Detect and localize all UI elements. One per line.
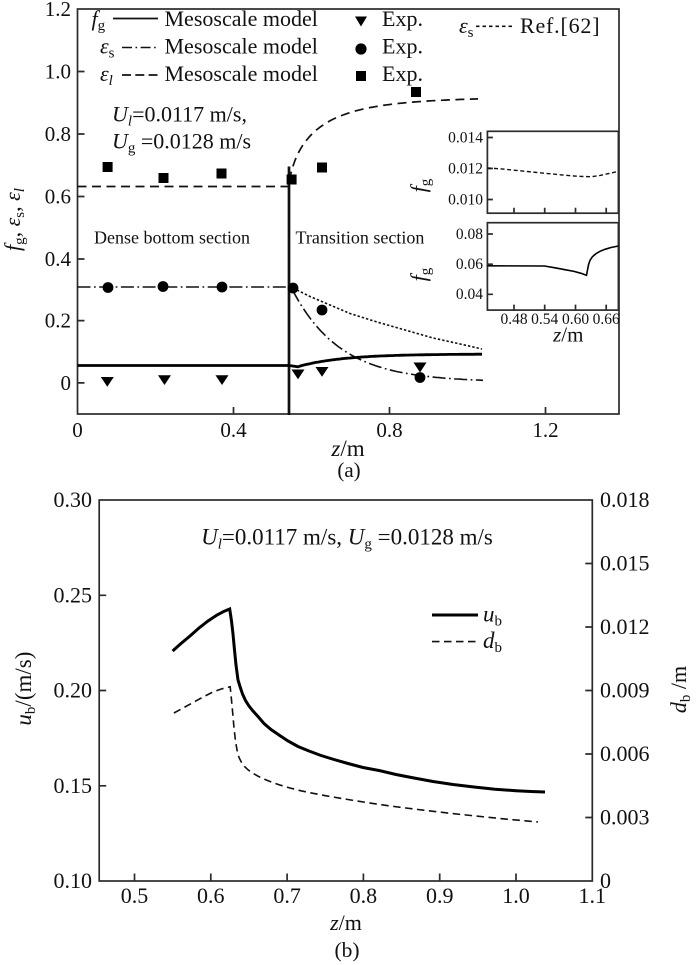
svg-text:1.0: 1.0 bbox=[502, 883, 530, 908]
svg-text:εs: εs bbox=[459, 13, 474, 41]
svg-text:fg: fg bbox=[92, 6, 106, 34]
svg-text:1.0: 1.0 bbox=[45, 60, 71, 84]
svg-text:0.7: 0.7 bbox=[273, 883, 301, 908]
svg-text:0.2: 0.2 bbox=[45, 309, 71, 333]
svg-text:Exp.: Exp. bbox=[382, 34, 423, 59]
svg-text:(a): (a) bbox=[337, 458, 360, 482]
svg-text:Mesoscale model: Mesoscale model bbox=[165, 6, 318, 31]
svg-text:fg: fg bbox=[406, 178, 434, 192]
svg-text:1.2: 1.2 bbox=[45, 0, 71, 21]
svg-text:fg: fg bbox=[406, 267, 434, 281]
svg-text:Mesoscale model: Mesoscale model bbox=[165, 34, 318, 59]
svg-text:0.8: 0.8 bbox=[376, 418, 402, 442]
svg-text:εl: εl bbox=[100, 61, 113, 89]
svg-text:Exp.: Exp. bbox=[382, 6, 423, 31]
svg-text:Transition section: Transition section bbox=[296, 228, 425, 248]
svg-text:0.30: 0.30 bbox=[54, 487, 93, 512]
svg-text:0.15: 0.15 bbox=[54, 773, 93, 798]
svg-text:(b): (b) bbox=[334, 938, 359, 962]
svg-text:0.9: 0.9 bbox=[426, 883, 454, 908]
svg-text:Ref.[62]: Ref.[62] bbox=[520, 13, 600, 38]
svg-text:0.08: 0.08 bbox=[456, 226, 483, 243]
svg-text:0.48: 0.48 bbox=[500, 311, 527, 328]
svg-text:0.6: 0.6 bbox=[197, 883, 225, 908]
svg-text:db: db bbox=[483, 628, 502, 656]
svg-text:0.06: 0.06 bbox=[456, 256, 483, 273]
svg-text:fg, εs, εl: fg, εs, εl bbox=[0, 188, 28, 251]
svg-text:0.4: 0.4 bbox=[220, 418, 247, 442]
svg-text:0.012: 0.012 bbox=[448, 160, 483, 177]
svg-text:ub: ub bbox=[483, 602, 502, 630]
svg-text:ub/(m/s): ub/(m/s) bbox=[11, 652, 39, 726]
svg-text:Dense bottom section: Dense bottom section bbox=[94, 228, 250, 248]
svg-text:0.8: 0.8 bbox=[350, 883, 378, 908]
svg-text:0.54: 0.54 bbox=[531, 311, 558, 328]
svg-text:0.015: 0.015 bbox=[600, 551, 650, 576]
svg-text:0.018: 0.018 bbox=[600, 487, 650, 512]
svg-text:0.10: 0.10 bbox=[54, 868, 93, 893]
svg-text:Exp.: Exp. bbox=[382, 61, 423, 86]
svg-text:0.012: 0.012 bbox=[600, 614, 650, 639]
svg-text:z/m: z/m bbox=[552, 323, 583, 347]
svg-text:0.009: 0.009 bbox=[600, 678, 650, 703]
svg-text:0: 0 bbox=[61, 371, 72, 395]
svg-text:0: 0 bbox=[600, 868, 611, 893]
svg-text:εs: εs bbox=[100, 34, 115, 62]
svg-text:Mesoscale model: Mesoscale model bbox=[165, 61, 318, 86]
svg-text:0.25: 0.25 bbox=[54, 582, 93, 607]
svg-text:0.006: 0.006 bbox=[600, 741, 650, 766]
svg-text:0.04: 0.04 bbox=[456, 286, 483, 303]
svg-text:1.1: 1.1 bbox=[579, 883, 607, 908]
svg-text:Ug =0.0128 m/s: Ug =0.0128 m/s bbox=[112, 129, 251, 157]
svg-text:0.4: 0.4 bbox=[45, 247, 72, 271]
svg-text:0.60: 0.60 bbox=[562, 311, 589, 328]
svg-text:0.014: 0.014 bbox=[448, 129, 483, 146]
svg-text:Ul=0.0117 m/s,: Ul=0.0117 m/s, bbox=[112, 101, 247, 129]
svg-text:db /m: db /m bbox=[666, 666, 694, 713]
svg-text:0.6: 0.6 bbox=[45, 185, 71, 209]
svg-text:z/m: z/m bbox=[329, 910, 362, 935]
svg-text:0.5: 0.5 bbox=[121, 883, 149, 908]
svg-text:0.010: 0.010 bbox=[448, 191, 483, 208]
svg-text:0.003: 0.003 bbox=[600, 805, 650, 830]
svg-text:0.8: 0.8 bbox=[45, 122, 71, 146]
svg-text:0: 0 bbox=[72, 418, 83, 442]
svg-text:Ul=0.0117 m/s, Ug =0.0128 m/s: Ul=0.0117 m/s, Ug =0.0128 m/s bbox=[201, 525, 493, 553]
svg-text:z/m: z/m bbox=[330, 436, 364, 461]
svg-text:0.66: 0.66 bbox=[593, 311, 620, 328]
svg-text:1.2: 1.2 bbox=[532, 418, 558, 442]
svg-text:0.20: 0.20 bbox=[54, 678, 93, 703]
